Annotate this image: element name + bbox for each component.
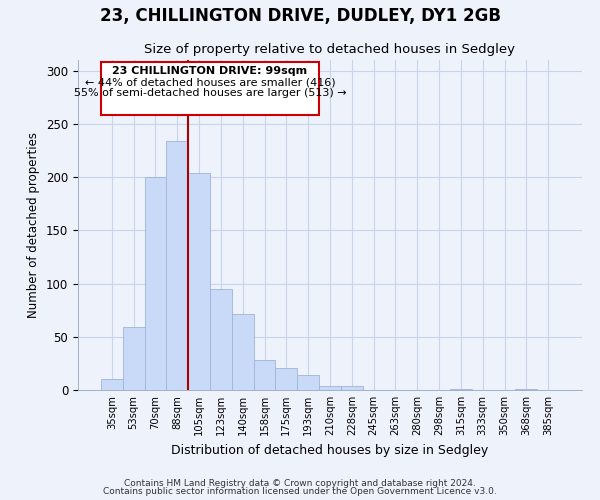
Bar (145, 177, 166, 390)
Text: Contains public sector information licensed under the Open Government Licence v3: Contains public sector information licen… (103, 487, 497, 496)
Bar (341, 386, 363, 390)
Bar (515, 389, 537, 390)
FancyBboxPatch shape (101, 62, 319, 116)
Bar (101, 380, 123, 390)
Text: 23 CHILLINGTON DRIVE: 99sqm: 23 CHILLINGTON DRIVE: 99sqm (112, 66, 308, 76)
X-axis label: Distribution of detached houses by size in Sedgley: Distribution of detached houses by size … (172, 444, 488, 456)
Bar (450, 389, 472, 390)
Text: 23, CHILLINGTON DRIVE, DUDLEY, DY1 2GB: 23, CHILLINGTON DRIVE, DUDLEY, DY1 2GB (100, 8, 500, 26)
Bar (297, 375, 319, 390)
Bar (254, 360, 275, 390)
Y-axis label: Number of detached properties: Number of detached properties (28, 132, 40, 318)
Bar (123, 327, 145, 390)
Bar (319, 386, 341, 390)
Bar (166, 141, 188, 390)
Title: Size of property relative to detached houses in Sedgley: Size of property relative to detached ho… (145, 43, 515, 56)
Bar (275, 368, 297, 390)
Text: 55% of semi-detached houses are larger (513) →: 55% of semi-detached houses are larger (… (74, 88, 346, 98)
Bar (232, 314, 254, 390)
Text: Contains HM Land Registry data © Crown copyright and database right 2024.: Contains HM Land Registry data © Crown c… (124, 478, 476, 488)
Text: ← 44% of detached houses are smaller (416): ← 44% of detached houses are smaller (41… (85, 77, 335, 87)
Bar (188, 173, 210, 390)
Bar (210, 289, 232, 390)
